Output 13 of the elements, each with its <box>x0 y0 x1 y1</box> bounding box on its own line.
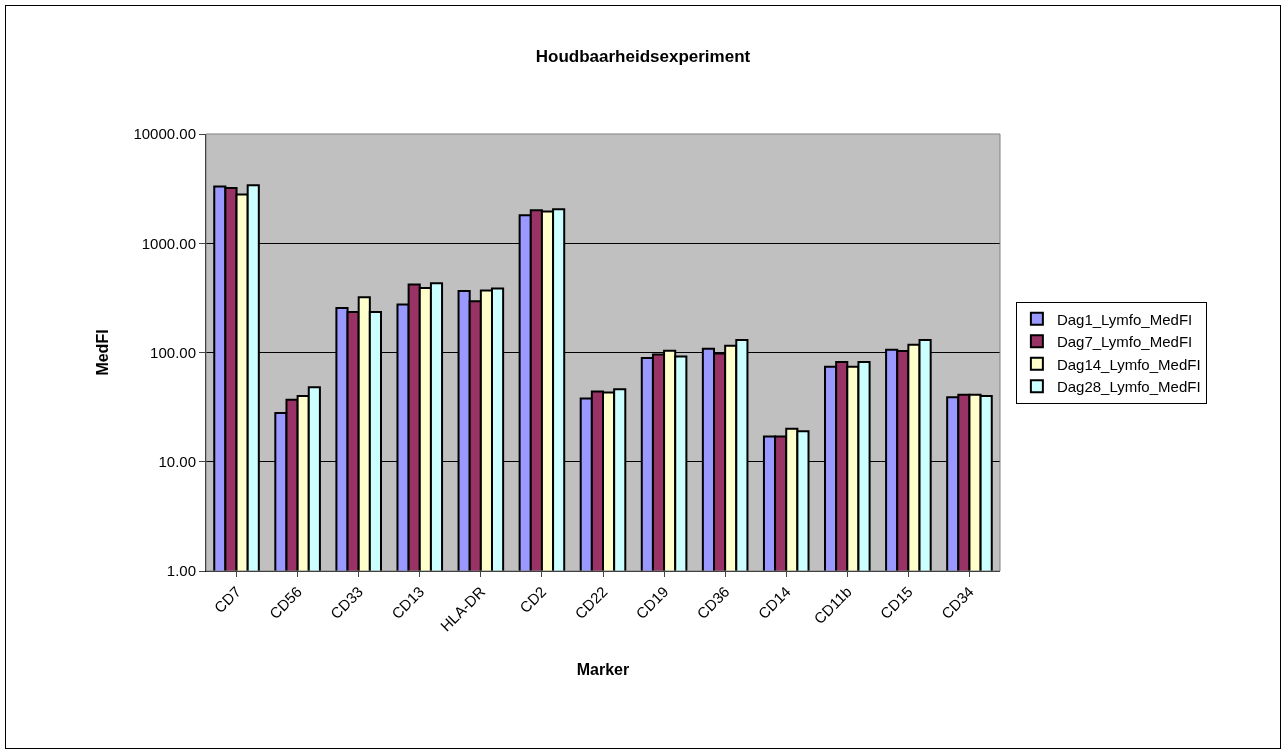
legend-label: Dag7_Lymfo_MedFI <box>1056 333 1193 351</box>
legend-label: Dag1_Lymfo_MedFI <box>1056 310 1193 328</box>
x-axis-title: Marker <box>576 661 630 679</box>
y-tick-label: 1.00 <box>166 562 196 580</box>
legend-label: Dag14_Lymfo_MedFI <box>1056 355 1201 373</box>
y-tick-label: 10.00 <box>158 453 196 470</box>
y-tick-label: 1000.00 <box>141 234 196 252</box>
chart-title: Houdbaarheidsexperiment <box>535 47 751 67</box>
legend-label: Dag28_Lymfo_MedFI <box>1056 378 1201 396</box>
y-tick-label: 10000.00 <box>133 125 196 143</box>
y-axis-title: MedFI <box>94 329 112 376</box>
x-tick-label: CD2 <box>516 582 550 617</box>
y-tick-label: 100.00 <box>150 343 196 361</box>
